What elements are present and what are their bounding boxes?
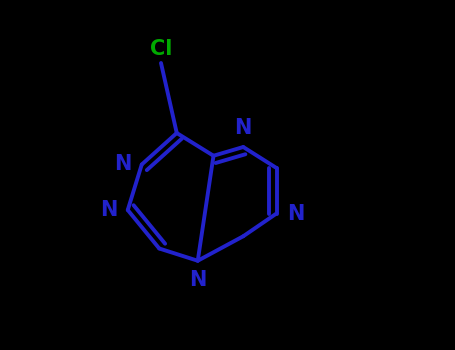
Text: N: N: [114, 154, 131, 175]
Text: N: N: [287, 203, 304, 224]
Text: N: N: [235, 118, 252, 138]
Text: N: N: [189, 270, 207, 290]
Text: N: N: [100, 200, 117, 220]
Text: Cl: Cl: [150, 39, 172, 59]
